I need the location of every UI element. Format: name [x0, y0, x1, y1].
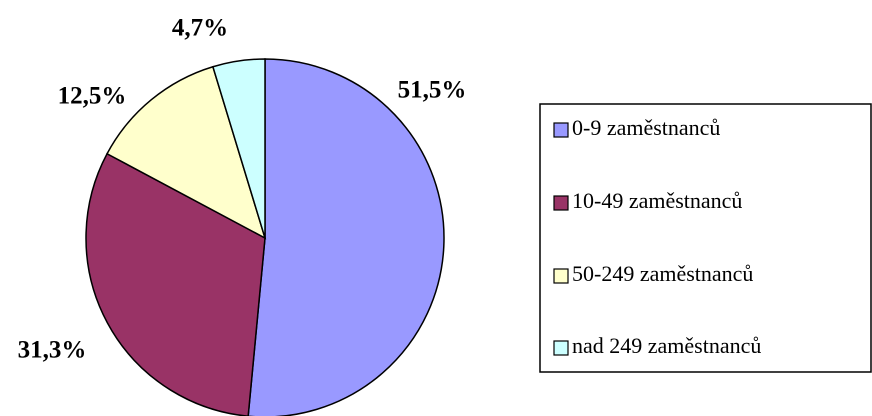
legend-swatch: [553, 195, 569, 211]
data-label: 31,3%: [18, 337, 87, 364]
pie-slice: [211, 58, 266, 239]
legend-label: 0-9 zaměstnanců: [572, 115, 720, 140]
legend-box: [539, 103, 872, 373]
legend-swatch: [553, 268, 569, 284]
legend-label: nad 249 zaměstnanců: [572, 333, 761, 358]
data-label: 12,5%: [58, 83, 127, 110]
pie-slice: [247, 58, 445, 416]
legend-swatch: [553, 340, 569, 356]
legend-label: 50-249 zaměstnanců: [572, 261, 753, 286]
pie-slice: [85, 152, 266, 416]
data-label: 4,7%: [172, 15, 228, 42]
legend-swatch: [553, 122, 569, 138]
legend-label: 10-49 zaměstnanců: [572, 188, 742, 213]
data-label: 51,5%: [398, 77, 467, 104]
